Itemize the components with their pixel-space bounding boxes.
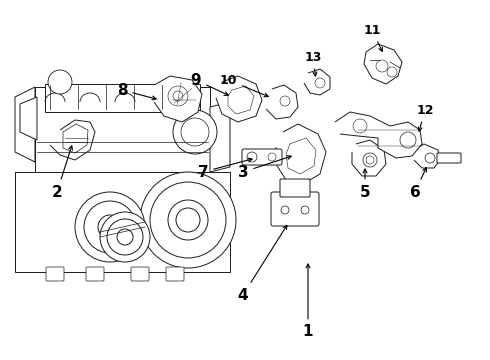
Circle shape — [268, 153, 276, 161]
Polygon shape — [15, 87, 35, 162]
Polygon shape — [276, 124, 326, 184]
Circle shape — [168, 200, 208, 240]
FancyBboxPatch shape — [242, 149, 282, 165]
Circle shape — [301, 206, 309, 214]
Circle shape — [168, 86, 188, 106]
Text: 10: 10 — [219, 73, 269, 97]
Circle shape — [387, 67, 397, 77]
Circle shape — [173, 91, 183, 101]
Circle shape — [150, 182, 226, 258]
Circle shape — [366, 156, 374, 164]
Polygon shape — [335, 112, 422, 158]
Circle shape — [280, 96, 290, 106]
Polygon shape — [210, 102, 230, 172]
Circle shape — [107, 219, 143, 255]
Polygon shape — [50, 120, 95, 160]
Text: 3: 3 — [238, 156, 291, 180]
Text: 7: 7 — [197, 158, 252, 180]
Circle shape — [281, 206, 289, 214]
Text: 8: 8 — [117, 82, 156, 100]
Polygon shape — [154, 76, 202, 122]
Text: 13: 13 — [304, 50, 322, 76]
Circle shape — [173, 110, 217, 154]
Polygon shape — [63, 124, 88, 153]
Circle shape — [98, 215, 122, 239]
Text: 12: 12 — [416, 104, 434, 131]
FancyBboxPatch shape — [280, 179, 310, 197]
Text: 2: 2 — [51, 146, 73, 199]
Circle shape — [176, 208, 200, 232]
Polygon shape — [414, 144, 440, 168]
Circle shape — [181, 118, 209, 146]
Circle shape — [117, 229, 133, 245]
Circle shape — [376, 60, 388, 72]
Polygon shape — [364, 44, 402, 84]
FancyBboxPatch shape — [271, 192, 319, 226]
FancyBboxPatch shape — [131, 267, 149, 281]
Text: 1: 1 — [303, 264, 313, 339]
Circle shape — [315, 78, 325, 88]
Polygon shape — [266, 85, 298, 119]
Circle shape — [48, 70, 72, 94]
Text: 11: 11 — [363, 23, 382, 51]
Circle shape — [400, 132, 416, 148]
FancyBboxPatch shape — [166, 267, 184, 281]
Polygon shape — [352, 140, 386, 176]
Polygon shape — [20, 97, 37, 140]
Circle shape — [363, 153, 377, 167]
Circle shape — [247, 152, 257, 162]
Circle shape — [84, 201, 136, 253]
Circle shape — [140, 172, 236, 268]
Text: 5: 5 — [360, 169, 370, 199]
Polygon shape — [304, 69, 330, 95]
Circle shape — [353, 119, 367, 133]
FancyBboxPatch shape — [437, 153, 461, 163]
Text: 6: 6 — [410, 168, 426, 199]
Polygon shape — [216, 76, 262, 122]
FancyBboxPatch shape — [86, 267, 104, 281]
Circle shape — [425, 153, 435, 163]
FancyBboxPatch shape — [46, 267, 64, 281]
Circle shape — [100, 212, 150, 262]
FancyBboxPatch shape — [45, 84, 200, 112]
FancyBboxPatch shape — [35, 87, 210, 177]
Circle shape — [75, 192, 145, 262]
Polygon shape — [286, 138, 316, 174]
Text: 4: 4 — [238, 225, 287, 302]
Polygon shape — [228, 86, 254, 114]
FancyBboxPatch shape — [15, 172, 230, 272]
Text: 9: 9 — [191, 72, 228, 95]
